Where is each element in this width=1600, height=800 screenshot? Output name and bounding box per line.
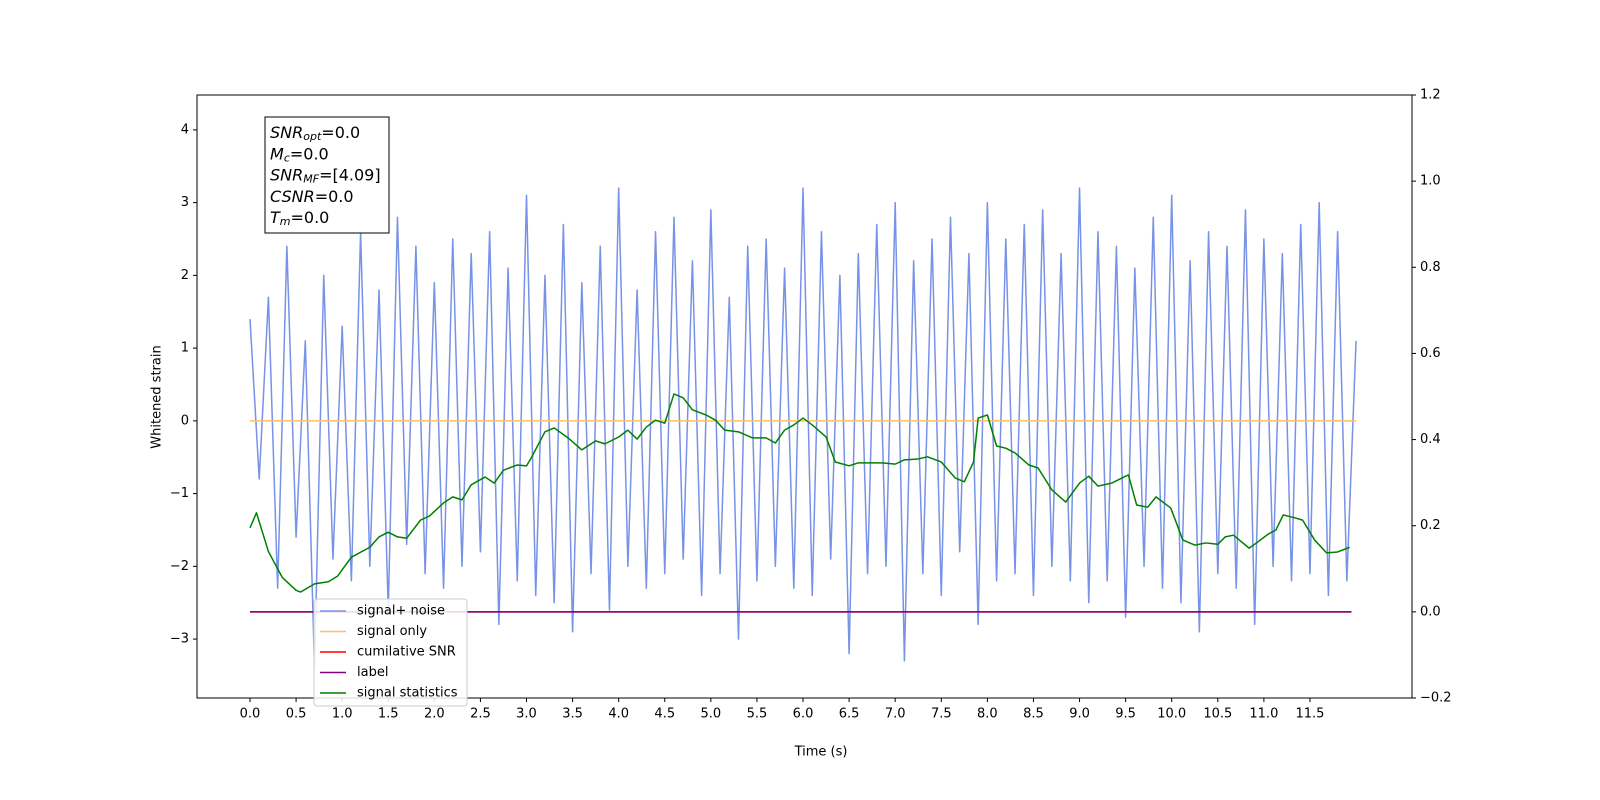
annotation-line: SNRopt=0.0 [270,123,360,144]
legend-label: signal statistics [357,686,458,701]
y-tick-label: 4 [181,122,189,137]
y-axis-label: Whitened strain [150,345,165,448]
series-line [249,187,1357,669]
legend-label: signal+ noise [357,604,445,619]
x-tick-label: 9.0 [1069,707,1090,722]
annotation-subscript: opt [303,130,322,143]
annotation-line: Mc=0.0 [270,144,329,165]
x-tick-label: 3.5 [562,707,583,722]
x-tick-label: 3.0 [516,707,537,722]
x-tick-label: 10.5 [1203,707,1232,722]
x-tick-label: 11.0 [1249,707,1278,722]
y2-tick-label: 0.6 [1420,346,1441,361]
x-tick-label: 2.0 [424,707,445,722]
legend-label: cumilative SNR [357,645,456,660]
x-tick-label: 5.5 [747,707,768,722]
legend-label: signal only [357,624,427,639]
annotation-symbol: M [270,144,284,163]
x-tick-label: 8.5 [1023,707,1044,722]
x-tick-label: 6.0 [793,707,814,722]
x-tick-label: 6.5 [839,707,860,722]
annotation-value: =0.0 [290,144,329,163]
annotation-symbol: T [270,208,281,227]
y-tick-label: −1 [170,486,189,501]
annotation-value: =0.0 [291,208,330,227]
annotation-symbol: CSNR [270,186,315,205]
annotation-value: =0.0 [315,186,354,205]
y2-tick-label: −0.2 [1420,691,1452,706]
annotation-line: SNRMF=[4.09] [270,165,381,186]
annotation-symbol: SNR [270,165,303,184]
legend-label: label [357,665,388,680]
x-tick-label: 0.5 [286,707,307,722]
annotation-symbol: SNR [270,123,303,142]
y-tick-label: −2 [170,559,189,574]
y-tick-label: −3 [170,632,189,647]
x-tick-label: 5.0 [701,707,722,722]
annotation-value: =0.0 [321,123,360,142]
y-tick-label: 1 [181,341,189,356]
legend-frame [313,598,468,707]
x-tick-label: 7.0 [885,707,906,722]
x-tick-label: 8.0 [977,707,998,722]
x-tick-label: 4.0 [608,707,629,722]
y2-tick-label: 1.0 [1420,174,1441,189]
annotation-subscript: m [280,215,291,228]
x-tick-label: 0.0 [240,707,261,722]
annotation-line: Tm=0.0 [270,208,329,229]
y-tick-label: 0 [181,413,189,428]
annotation-value: =[4.09] [319,165,381,184]
x-axis-label: Time (s) [794,745,848,760]
series-line [249,393,1350,593]
x-tick-label: 2.5 [470,707,491,722]
annotation-subscript: MF [303,173,319,186]
x-tick-label: 7.5 [931,707,952,722]
legend: signal+ noise signal only cumilative SNR la… [313,598,468,707]
x-tick-label: 1.5 [378,707,399,722]
annotation-frame [264,116,390,234]
y2-tick-label: 0.4 [1420,432,1441,447]
axes-frame [196,94,1413,699]
x-tick-label: 10.0 [1157,707,1186,722]
annotation-box: SNRopt=0.0Mc=0.0SNRMF=[4.09]CSNR=0.0Tm=0… [264,116,390,234]
y2-tick-label: 0.2 [1420,518,1441,533]
y-tick-label: 3 [181,195,189,210]
x-tick-label: 4.5 [654,707,675,722]
y2-tick-label: 1.2 [1420,88,1441,103]
y2-tick-label: 0.8 [1420,260,1441,275]
plot-area [249,187,1357,669]
x-tick-label: 1.0 [332,707,353,722]
x-tick-label: 11.5 [1295,707,1324,722]
x-tick-label: 9.5 [1115,707,1136,722]
y2-tick-label: 0.0 [1420,604,1441,619]
y-tick-label: 2 [181,268,189,283]
annotation-subscript: c [284,151,290,164]
annotation-line: CSNR=0.0 [270,186,354,205]
